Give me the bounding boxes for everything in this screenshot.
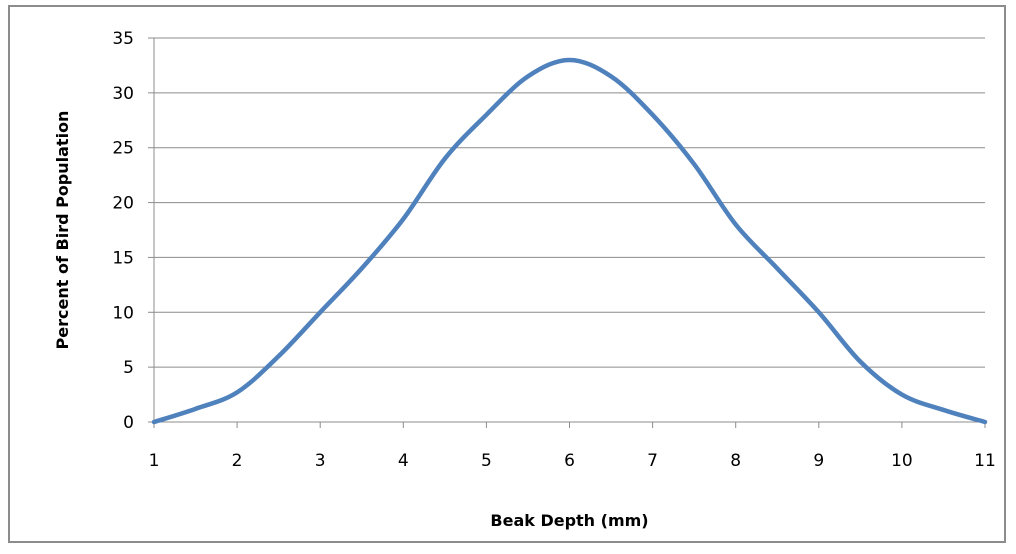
series-line [151,57,988,425]
y-tick-label: 15 [112,248,134,268]
x-tick-labels: 1 2 3 4 5 6 7 8 9 10 11 [149,451,996,471]
x-tick-label: 3 [315,451,326,471]
y-axis-title: Percent of Bird Population [53,111,72,350]
x-tick-label: 2 [232,451,243,471]
x-tick-label: 1 [149,451,160,471]
series-layer [151,57,988,425]
grid-lines [154,37,985,368]
y-tick-label: 0 [123,413,134,433]
y-tick-label: 30 [112,84,134,104]
y-tick-label: 35 [112,29,134,49]
x-tick-label: 11 [974,451,996,471]
y-tick-labels: 0 5 10 15 20 25 30 35 [112,29,134,433]
y-tick-label: 20 [112,194,134,214]
x-tick-label: 4 [398,451,409,471]
x-tick-label: 5 [481,451,492,471]
x-tick-label: 6 [564,451,575,471]
x-tick-label: 8 [730,451,741,471]
y-tick-label: 10 [112,303,134,323]
x-axis-title: Beak Depth (mm) [490,511,648,530]
axes [148,37,986,428]
y-tick-label: 25 [112,139,134,159]
x-tick-label: 10 [891,451,913,471]
x-tick-label: 7 [647,451,658,471]
y-tick-label: 5 [123,358,134,378]
x-tick-label: 9 [813,451,824,471]
